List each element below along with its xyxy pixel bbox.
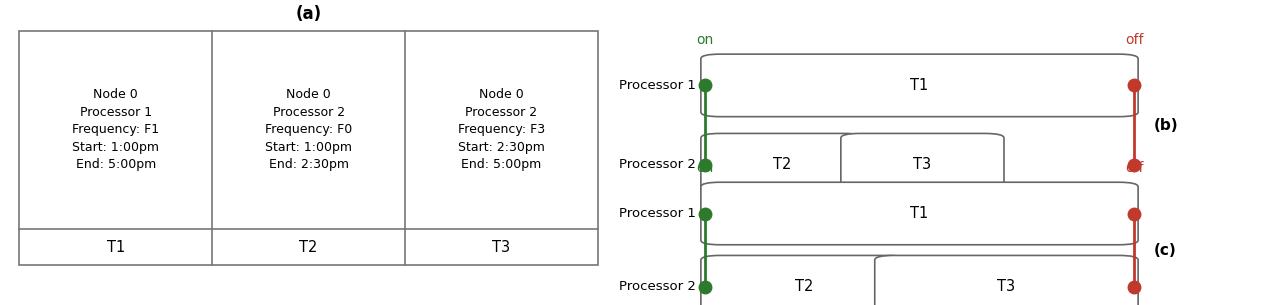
Text: T3: T3 bbox=[913, 157, 931, 172]
Text: T1: T1 bbox=[910, 206, 928, 221]
Text: Processor 1: Processor 1 bbox=[619, 207, 696, 220]
Text: T2: T2 bbox=[300, 239, 318, 255]
Text: Node 0
Processor 1
Frequency: F1
Start: 1:00pm
End: 5:00pm: Node 0 Processor 1 Frequency: F1 Start: … bbox=[72, 88, 159, 171]
Text: (c): (c) bbox=[1154, 242, 1177, 258]
FancyBboxPatch shape bbox=[701, 134, 864, 196]
Text: T2: T2 bbox=[773, 157, 792, 172]
Text: off: off bbox=[1125, 33, 1143, 46]
FancyBboxPatch shape bbox=[701, 182, 1138, 245]
FancyBboxPatch shape bbox=[701, 54, 1138, 117]
Text: T3: T3 bbox=[493, 239, 511, 255]
Text: (b): (b) bbox=[1154, 117, 1178, 133]
FancyBboxPatch shape bbox=[874, 256, 1138, 305]
Text: T3: T3 bbox=[998, 279, 1016, 294]
Text: on: on bbox=[696, 33, 714, 46]
Text: Processor 2: Processor 2 bbox=[619, 280, 696, 293]
Text: Processor 1: Processor 1 bbox=[619, 79, 696, 92]
FancyBboxPatch shape bbox=[841, 134, 1004, 196]
Text: (a): (a) bbox=[296, 5, 322, 23]
Text: on: on bbox=[696, 161, 714, 174]
Text: off: off bbox=[1125, 161, 1143, 174]
Text: T1: T1 bbox=[910, 78, 928, 93]
FancyBboxPatch shape bbox=[701, 256, 907, 305]
Text: T1: T1 bbox=[107, 239, 125, 255]
Text: Node 0
Processor 2
Frequency: F0
Start: 1:00pm
End: 2:30pm: Node 0 Processor 2 Frequency: F0 Start: … bbox=[265, 88, 352, 171]
FancyBboxPatch shape bbox=[19, 30, 598, 265]
Text: Processor 2: Processor 2 bbox=[619, 158, 696, 171]
Text: Node 0
Processor 2
Frequency: F3
Start: 2:30pm
End: 5:00pm: Node 0 Processor 2 Frequency: F3 Start: … bbox=[458, 88, 545, 171]
Text: T2: T2 bbox=[795, 279, 813, 294]
